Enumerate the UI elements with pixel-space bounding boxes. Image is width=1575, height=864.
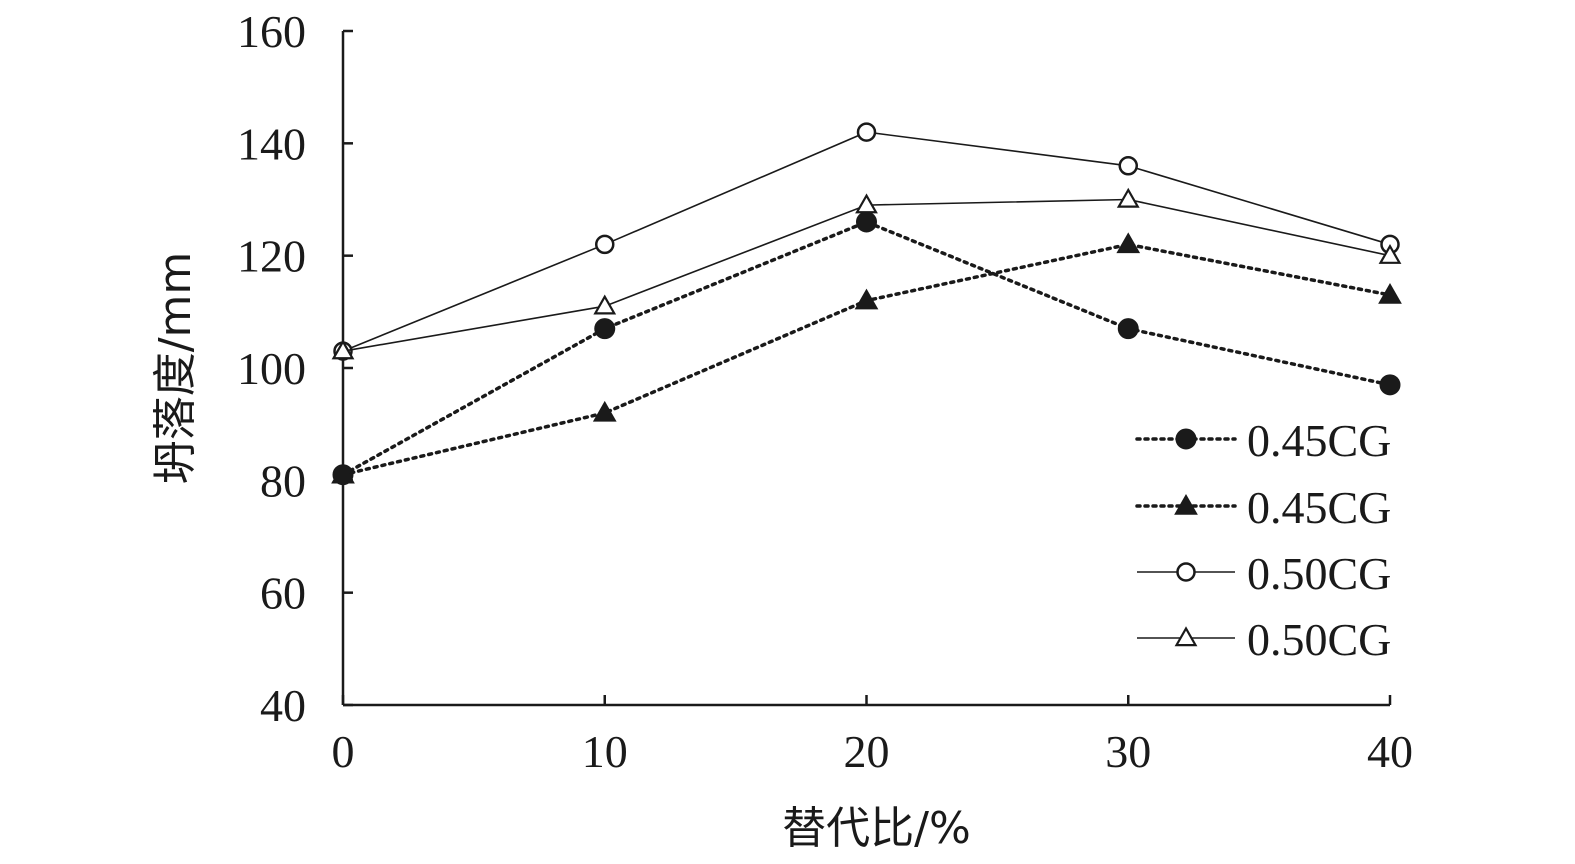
series-4-point-shape xyxy=(331,339,355,360)
x-tick-label: 0 xyxy=(332,726,355,777)
series-3-point xyxy=(595,234,615,255)
series-1-point xyxy=(594,318,616,340)
series-2 xyxy=(331,232,1402,484)
legend-label: 0.50CG xyxy=(1247,548,1391,599)
series-4 xyxy=(331,187,1402,360)
series-4-point xyxy=(331,339,355,360)
x-axis-title: 替代比/% xyxy=(782,803,971,854)
legend-marker xyxy=(1174,493,1198,515)
y-tick-label: 40 xyxy=(260,680,306,731)
legend: 0.45CG 0.45CG 0.50CG 0.50CG xyxy=(1135,415,1391,665)
series-3-point xyxy=(1118,156,1138,176)
series-2-point xyxy=(592,400,617,422)
series-2-point xyxy=(1378,282,1402,304)
series-2-point-shape xyxy=(1116,232,1141,254)
legend-marker xyxy=(1176,562,1196,582)
legend-entry-1: 0.45CG xyxy=(1135,415,1391,466)
series-3-point-shape xyxy=(856,122,877,142)
series-3-point-shape xyxy=(1118,156,1138,176)
series-1-point xyxy=(1117,318,1139,340)
series-3-line xyxy=(342,131,1391,352)
axes: 40 60 80 100 120 140 160 0 10 20 30 40 xyxy=(237,6,1413,777)
series-4-point-shape xyxy=(855,193,878,214)
series-2-point-shape xyxy=(592,400,617,422)
legend-marker-shape xyxy=(1174,493,1198,515)
y-tick-label: 160 xyxy=(237,6,306,57)
series-4-point-shape xyxy=(1378,243,1402,264)
series-2-point xyxy=(854,288,879,310)
y-tick-label: 100 xyxy=(237,343,306,394)
series-layer xyxy=(331,122,1402,486)
series-1-point-shape xyxy=(594,318,616,340)
series-4-point xyxy=(1116,187,1140,208)
series-2-point xyxy=(331,462,355,484)
y-axis-title: 坍落度/mm xyxy=(150,252,201,485)
legend-marker-shape xyxy=(1174,626,1198,647)
series-4-point xyxy=(855,193,878,214)
series-2-point-shape xyxy=(854,288,879,310)
y-tick-label: 80 xyxy=(260,455,306,506)
legend-marker xyxy=(1174,626,1198,647)
legend-marker-shape xyxy=(1176,562,1196,582)
series-2-point xyxy=(1116,232,1141,254)
series-3 xyxy=(333,122,1400,361)
x-tick-label: 20 xyxy=(844,726,890,777)
legend-entry-4: 0.50CG xyxy=(1137,614,1391,665)
series-1-point-shape xyxy=(1379,374,1401,396)
y-tick-label: 120 xyxy=(237,231,306,282)
y-tick-label: 140 xyxy=(237,118,306,169)
series-4-point-shape xyxy=(1116,187,1140,208)
series-1-point-shape xyxy=(856,211,877,233)
y-tick-label: 60 xyxy=(260,568,306,619)
series-4-point xyxy=(1378,243,1402,264)
x-tick-label: 10 xyxy=(582,726,628,777)
series-4-point-shape xyxy=(593,294,617,315)
series-1-point xyxy=(1379,374,1401,396)
x-tick-label: 30 xyxy=(1105,726,1151,777)
legend-label: 0.45CG xyxy=(1247,482,1391,533)
series-1 xyxy=(332,211,1401,486)
legend-label: 0.50CG xyxy=(1247,614,1391,665)
legend-marker-shape xyxy=(1175,428,1197,450)
x-tick-label: 40 xyxy=(1367,726,1413,777)
series-2-point-shape xyxy=(331,462,355,484)
series-3-point-shape xyxy=(595,234,615,255)
series-1-point xyxy=(856,211,877,233)
series-3-point xyxy=(856,122,877,142)
legend-label: 0.45CG xyxy=(1247,415,1391,466)
legend-entry-3: 0.50CG xyxy=(1137,548,1391,599)
legend-marker xyxy=(1175,428,1197,450)
series-2-point-shape xyxy=(1378,282,1402,304)
series-1-point-shape xyxy=(1117,318,1139,340)
legend-entry-2: 0.45CG xyxy=(1135,482,1391,533)
series-4-point xyxy=(593,294,617,315)
